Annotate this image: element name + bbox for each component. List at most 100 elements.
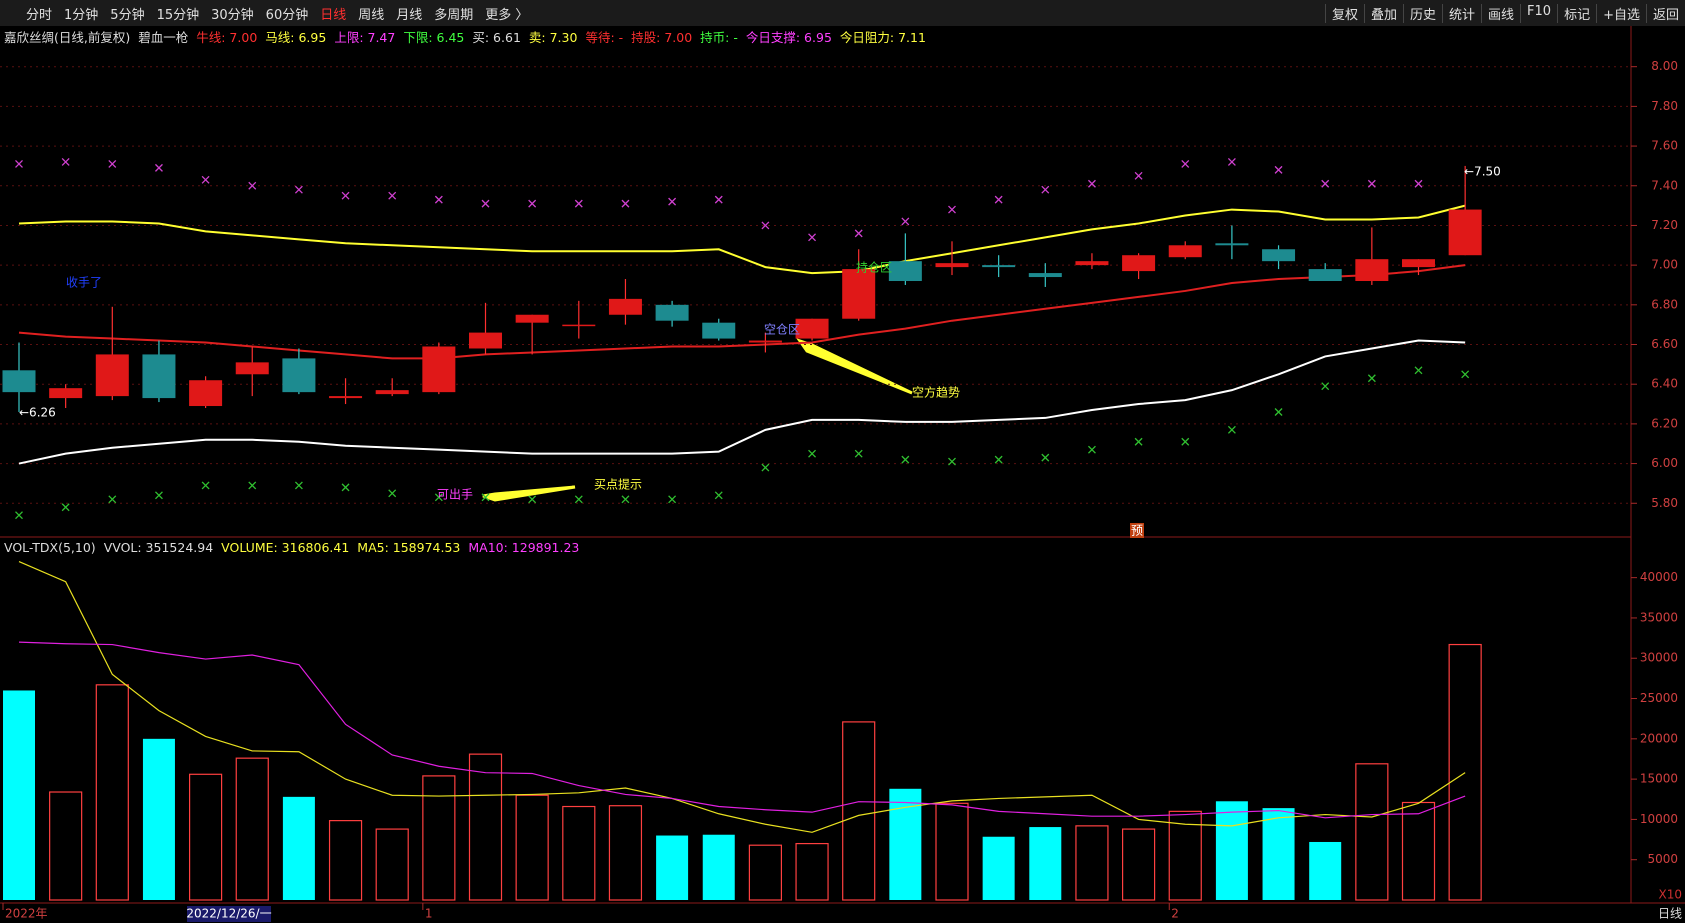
cross-marker xyxy=(1041,185,1050,194)
annotation: 预 xyxy=(1131,524,1143,538)
header-item: 今日阻力: 7.11 xyxy=(839,30,926,45)
y-tick-label: 15000 xyxy=(1640,772,1678,786)
annotation: 收手了 xyxy=(66,276,102,290)
candle-body xyxy=(562,324,596,327)
cross-marker xyxy=(1414,366,1423,375)
header-item: 等待: - xyxy=(585,30,624,45)
volume-bar xyxy=(142,738,175,900)
series-line xyxy=(18,641,1466,819)
cross-marker xyxy=(854,449,863,458)
header-item: 牛线: 7.00 xyxy=(196,30,258,45)
candle-body xyxy=(375,390,409,395)
y-tick-label: 7.20 xyxy=(1651,218,1678,232)
cross-marker xyxy=(61,157,70,166)
arrow xyxy=(482,485,576,502)
cross-marker xyxy=(808,449,817,458)
y-tick-label: 25000 xyxy=(1640,691,1678,705)
unit-label: X10 xyxy=(1659,888,1683,902)
cross-marker xyxy=(481,199,490,208)
y-tick-label: 5000 xyxy=(1647,852,1678,866)
period-tab[interactable]: 分时 xyxy=(26,7,53,23)
cross-marker xyxy=(294,185,303,194)
cross-marker xyxy=(1321,179,1330,188)
cross-marker xyxy=(528,199,537,208)
candle-body xyxy=(235,362,269,375)
tool-button[interactable]: +自选 xyxy=(1596,3,1646,23)
volume-bar xyxy=(935,802,969,901)
tool-button[interactable]: 复权 xyxy=(1324,3,1364,23)
period-tab[interactable]: 5分钟 xyxy=(110,7,145,23)
cross-marker xyxy=(901,455,910,464)
volume-bar xyxy=(95,684,129,901)
candle-body xyxy=(1355,259,1389,282)
volume-bar xyxy=(282,796,315,900)
period-tab[interactable]: 1分钟 xyxy=(64,7,99,23)
tool-button[interactable]: 画线 xyxy=(1481,3,1520,23)
header-item: 持币: - xyxy=(700,30,738,45)
candle-body xyxy=(49,388,83,399)
period-tab[interactable]: 15分钟 xyxy=(156,7,200,23)
candle-body xyxy=(935,263,969,268)
header-item: 今日支撑: 6.95 xyxy=(745,30,832,45)
volume-bar xyxy=(235,757,269,901)
arrow xyxy=(796,338,913,395)
cross-marker xyxy=(388,489,397,498)
header-item: 下限: 6.45 xyxy=(403,30,465,45)
candle-body xyxy=(1122,255,1156,272)
cross-marker xyxy=(621,495,630,504)
cross-marker xyxy=(1367,374,1376,383)
x-tick-label: 2022年 xyxy=(5,907,48,921)
candle-body xyxy=(329,396,363,399)
cross-marker xyxy=(1181,159,1190,168)
tool-button[interactable]: 返回 xyxy=(1645,3,1685,23)
candle-body xyxy=(748,340,782,343)
tool-button[interactable]: 标记 xyxy=(1557,3,1596,23)
header-item: 卖: 7.30 xyxy=(528,30,578,45)
tools: 复权 叠加 历史 统计 画线 F10 标记 +自选 返回 xyxy=(1324,3,1685,23)
volume-header: VOL-TDX(5,10) VVOL: 351524.94 VOLUME: 3168… xyxy=(4,540,579,555)
y-tick-label: 8.00 xyxy=(1651,59,1678,73)
tool-button[interactable]: 统计 xyxy=(1442,3,1481,23)
volume-bar xyxy=(656,835,689,900)
tool-button[interactable]: 叠加 xyxy=(1363,3,1403,23)
period-tab[interactable]: 30分钟 xyxy=(211,7,254,23)
y-tick-label: 6.20 xyxy=(1651,416,1678,430)
volume-bar xyxy=(702,834,735,900)
cross-marker xyxy=(341,483,350,492)
candle-body xyxy=(189,380,223,407)
cross-marker xyxy=(1461,370,1470,379)
candle-body xyxy=(1215,243,1249,246)
cross-marker xyxy=(108,159,117,168)
header-item: MA10: 129891.23 xyxy=(468,540,580,555)
volume-bar xyxy=(49,791,83,901)
cross-marker xyxy=(761,463,770,472)
cross-marker xyxy=(528,495,537,504)
period-tab[interactable]: 周线 xyxy=(358,7,385,23)
candle-body xyxy=(142,354,176,399)
tool-button[interactable]: F10 xyxy=(1520,3,1557,23)
period-tab[interactable]: 月线 xyxy=(396,7,423,23)
y-tick-label: 7.60 xyxy=(1651,139,1678,153)
cross-marker xyxy=(574,199,583,208)
period-tab[interactable]: 更多 〉 xyxy=(485,7,529,23)
candle-body xyxy=(1448,209,1482,256)
volume-bar xyxy=(468,753,503,901)
cross-marker xyxy=(714,491,723,500)
header-item: 碧血一枪 xyxy=(138,30,189,45)
annotation: 空仓区 xyxy=(764,323,800,337)
period-tab[interactable]: 日线 xyxy=(320,7,347,23)
annotation: 可出手 xyxy=(437,488,473,502)
series-line xyxy=(18,264,1466,360)
candle-body xyxy=(2,370,36,393)
cursor-box xyxy=(187,906,271,922)
y-tick-label: 35000 xyxy=(1640,610,1678,624)
candle-body xyxy=(1168,245,1202,258)
cross-marker xyxy=(15,159,23,168)
y-tick-label: 10000 xyxy=(1640,812,1678,826)
candle-body xyxy=(469,332,502,349)
period-tab[interactable]: 60分钟 xyxy=(265,7,309,23)
cross-marker xyxy=(481,493,490,502)
tool-button[interactable]: 历史 xyxy=(1402,3,1442,23)
period-tab[interactable]: 多周期 xyxy=(434,7,474,23)
volume-bar xyxy=(515,794,549,901)
